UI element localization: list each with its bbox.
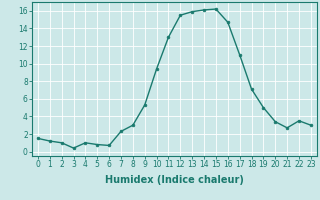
X-axis label: Humidex (Indice chaleur): Humidex (Indice chaleur) <box>105 175 244 185</box>
